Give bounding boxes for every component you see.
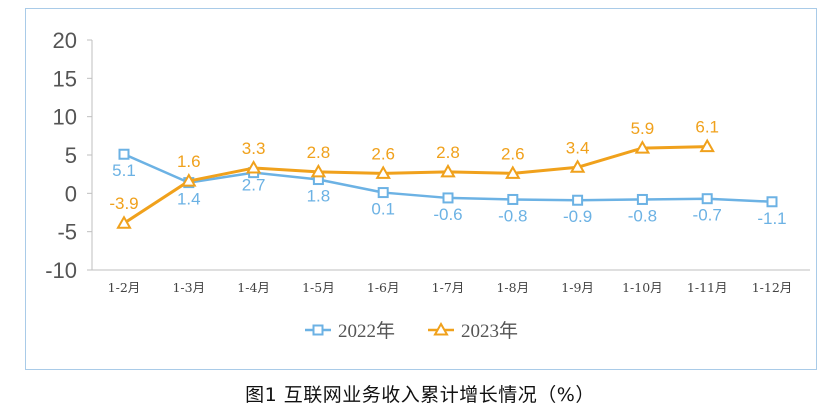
data-label: 2.6 bbox=[501, 144, 525, 163]
x-tick-label: 1-10月 bbox=[622, 280, 663, 295]
data-label: 2.7 bbox=[242, 176, 266, 195]
x-tick-label: 1-9月 bbox=[561, 280, 594, 295]
x-tick-label: 1-2月 bbox=[108, 280, 141, 295]
data-point-marker bbox=[636, 193, 648, 205]
x-tick-label: 1-7月 bbox=[432, 280, 465, 295]
chart-caption: 图1 互联网业务收入累计增长情况（%） bbox=[245, 384, 595, 406]
data-label: 1.4 bbox=[177, 190, 201, 209]
data-label: 2.8 bbox=[436, 143, 460, 162]
data-label: -0.8 bbox=[628, 206, 657, 225]
data-label: -0.7 bbox=[693, 206, 722, 225]
x-tick-label: 1-8月 bbox=[496, 280, 529, 295]
data-label: -1.1 bbox=[757, 209, 786, 228]
data-label: 5.9 bbox=[631, 119, 655, 138]
legend-label: 2023年 bbox=[461, 320, 518, 342]
data-label: 2.8 bbox=[307, 143, 331, 162]
data-label: -0.8 bbox=[498, 206, 527, 225]
data-label: 6.1 bbox=[695, 118, 719, 137]
data-point-marker bbox=[634, 140, 651, 154]
chart-frame bbox=[25, 8, 817, 370]
x-tick-label: 1-4月 bbox=[237, 280, 270, 295]
y-tick-label: -5 bbox=[57, 220, 77, 245]
data-label: 0.1 bbox=[371, 200, 395, 219]
data-point-marker bbox=[118, 148, 130, 160]
data-point-marker bbox=[766, 196, 778, 208]
y-tick-label: 20 bbox=[53, 28, 77, 53]
data-point-marker bbox=[507, 193, 519, 205]
data-point-marker bbox=[505, 165, 521, 179]
data-point-marker bbox=[442, 192, 454, 204]
data-label: 1.8 bbox=[307, 187, 331, 206]
data-point-marker bbox=[310, 163, 327, 178]
data-point-marker bbox=[701, 193, 713, 205]
x-tick-label: 1-11月 bbox=[687, 280, 728, 295]
data-label: 2.6 bbox=[371, 144, 395, 163]
data-point-marker bbox=[116, 215, 132, 229]
y-tick-label: 0 bbox=[65, 181, 77, 206]
data-point-marker bbox=[181, 173, 197, 187]
data-point-marker bbox=[375, 165, 391, 179]
data-label: 5.1 bbox=[112, 161, 136, 180]
data-point-marker bbox=[245, 160, 262, 174]
y-tick-label: 10 bbox=[53, 105, 77, 130]
data-point-marker bbox=[377, 187, 389, 199]
data-point-marker bbox=[569, 159, 586, 173]
data-label: 1.6 bbox=[177, 152, 201, 171]
data-point-marker bbox=[572, 194, 584, 206]
data-label: 3.4 bbox=[566, 138, 590, 157]
data-label: -0.9 bbox=[563, 207, 592, 226]
x-tick-label: 1-3月 bbox=[172, 280, 205, 295]
legend-marker bbox=[312, 324, 324, 336]
data-point-marker bbox=[699, 138, 715, 153]
y-tick-label: 5 bbox=[65, 143, 77, 168]
data-label: -0.6 bbox=[433, 205, 462, 224]
y-tick-label: 15 bbox=[53, 66, 77, 91]
series-line bbox=[123, 145, 708, 225]
data-label: 3.3 bbox=[242, 139, 266, 158]
data-point-marker bbox=[440, 163, 456, 178]
line-chart: 20 15 10 5 0 -5 -10 1-2月 1-3月 1-4月 1-5月 1-6月 1-7月 1-8… bbox=[45, 28, 810, 342]
y-tick-label: -10 bbox=[45, 258, 77, 283]
legend-label: 2022年 bbox=[338, 320, 395, 342]
x-tick-label: 1-5月 bbox=[302, 280, 335, 295]
legend-marker bbox=[433, 321, 449, 336]
x-tick-label: 1-6月 bbox=[367, 280, 400, 295]
x-tick-label: 1-12月 bbox=[752, 280, 793, 295]
data-label: -3.9 bbox=[109, 194, 138, 213]
